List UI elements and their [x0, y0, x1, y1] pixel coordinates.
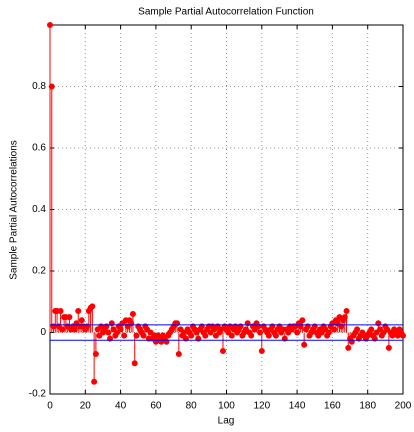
x-tick-label: 40 [115, 401, 127, 412]
stem-marker [299, 317, 306, 324]
stem-marker [325, 329, 332, 336]
stem-marker [341, 314, 348, 321]
stem-marker [121, 332, 128, 339]
stem-marker [89, 303, 96, 310]
x-tick-label: 60 [150, 401, 162, 412]
chart-title: Sample Partial Autocorrelation Function [138, 7, 314, 18]
stem-marker [131, 360, 138, 367]
stem-marker [117, 326, 124, 333]
y-tick-label: 0 [40, 327, 46, 338]
x-tick-label: 80 [186, 401, 198, 412]
stem-marker [258, 347, 265, 354]
y-tick-label: 0.4 [32, 204, 46, 215]
stem-marker [92, 351, 99, 358]
x-axis-label: Lag [218, 416, 235, 427]
stem-marker [202, 332, 209, 339]
y-axis-label: Sample Partial Autocorrelations [9, 140, 20, 280]
stem-marker [354, 326, 361, 333]
stem-marker [343, 307, 350, 314]
stem-marker [331, 326, 338, 333]
stem-marker [91, 378, 98, 385]
stem-marker [105, 329, 112, 336]
stem-marker [71, 326, 78, 333]
y-tick-label: 0.6 [32, 143, 46, 154]
stem-marker [345, 344, 352, 351]
stem-marker [219, 347, 226, 354]
stem-marker [140, 332, 147, 339]
stem-marker [257, 329, 264, 336]
stem-marker [228, 332, 235, 339]
stem-marker [175, 351, 182, 358]
stem-marker [66, 314, 73, 321]
stem-marker [368, 326, 375, 333]
x-tick-label: 160 [324, 401, 341, 412]
x-tick-label: 20 [80, 401, 92, 412]
x-tick-label: 100 [218, 401, 235, 412]
stem-marker [294, 329, 301, 336]
stem-marker [301, 341, 308, 348]
stem-marker [129, 311, 136, 318]
stem-marker [57, 307, 64, 314]
x-tick-label: 0 [47, 401, 53, 412]
x-tick-label: 140 [289, 401, 306, 412]
stem-marker [400, 332, 406, 339]
stem-marker [385, 344, 392, 351]
stem-marker [133, 332, 140, 339]
stem-marker [272, 332, 279, 339]
stem-marker [75, 307, 82, 314]
stem-marker [47, 22, 53, 28]
stem-marker [248, 332, 255, 339]
x-tick-label: 200 [395, 401, 412, 412]
stem-marker [188, 332, 195, 339]
y-tick-label: 0.8 [32, 81, 46, 92]
stem-marker [78, 317, 85, 324]
y-tick-label: 0.2 [32, 266, 46, 277]
y-tick-label: -0.2 [29, 389, 47, 400]
stem-marker [48, 83, 55, 90]
stem-marker [59, 326, 66, 333]
stem-marker [265, 332, 272, 339]
x-tick-label: 180 [359, 401, 376, 412]
x-tick-label: 120 [253, 401, 270, 412]
